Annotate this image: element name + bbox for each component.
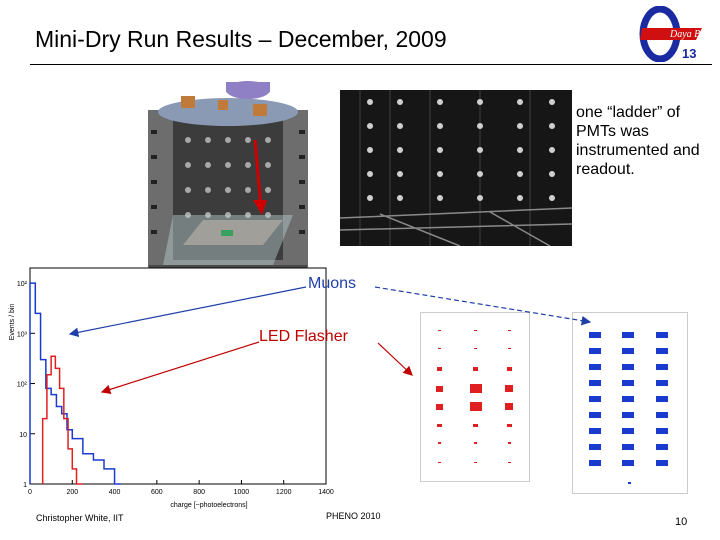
x-tick-label: 1200 <box>276 489 292 496</box>
muon-charge-series <box>29 282 121 485</box>
logo-text: Daya Bay <box>669 29 710 40</box>
logo-banner <box>640 28 702 40</box>
y-tick-label: 10 <box>19 432 27 439</box>
x-tick-label: 0 <box>28 489 32 496</box>
pmt-grid <box>185 137 271 218</box>
muon-track-arrowhead <box>253 200 267 215</box>
x-axis-ticks: 0 200 400 600 800 1000 1200 1400 <box>28 480 334 496</box>
muon-track-arrow <box>253 139 263 209</box>
led-charge-series <box>41 355 83 485</box>
x-tick-label: 1000 <box>234 489 250 496</box>
photo-floor-lines <box>340 207 572 246</box>
logo-number: 13 <box>682 46 696 61</box>
led-map-frame <box>420 312 530 482</box>
y-axis-label: Events / bin <box>9 304 16 341</box>
y-tick-label: 10³ <box>17 331 28 338</box>
footer-author: Christopher White, IIT <box>36 513 124 523</box>
theta13-logo: Daya Bay 13 <box>639 6 710 62</box>
x-tick-label: 1400 <box>318 489 334 496</box>
photo-pmts <box>367 99 555 201</box>
ladder-note: one “ladder” of PMTs was instrumented an… <box>576 104 700 178</box>
led-flasher-label: LED Flasher <box>259 328 348 345</box>
x-axis-label: charge [~photoelectrons] <box>170 502 247 509</box>
side-pmts <box>151 130 305 234</box>
x-tick-label: 200 <box>66 489 78 496</box>
led-flasher-pmt-map <box>420 312 530 482</box>
plot-frame <box>29 267 327 485</box>
title-underline <box>30 64 712 65</box>
led-arrow-map <box>377 342 413 376</box>
reflector-panel <box>163 215 293 265</box>
x-tick-label: 400 <box>109 489 121 496</box>
x-tick-label: 600 <box>151 489 163 496</box>
detector-interior-photo <box>340 90 572 246</box>
muons-label: Muons <box>308 275 357 292</box>
muon-map-frame <box>572 312 688 494</box>
calibration-units <box>181 96 267 116</box>
page-number: 10 <box>675 516 688 528</box>
center-fixture <box>221 230 233 236</box>
muon-pmt-map <box>572 312 688 494</box>
y-tick-label: 10² <box>17 382 28 389</box>
x-tick-label: 800 <box>193 489 205 496</box>
charge-histogram: 1 10 10² 10³ 10² 0 200 400 600 800 1000 1200 1400 c… <box>9 267 334 509</box>
slide-title: Mini-Dry Run Results – December, 2009 <box>35 26 447 52</box>
footer-conference: PHENO 2010 <box>326 511 381 521</box>
overflow-tank-body <box>226 82 270 92</box>
muon-map-cells <box>589 332 668 484</box>
led-map-cells <box>436 330 513 463</box>
photo-graphic <box>340 90 572 246</box>
y-tick-label: 1 <box>23 482 27 489</box>
y-tick-label: 10² <box>17 281 28 288</box>
